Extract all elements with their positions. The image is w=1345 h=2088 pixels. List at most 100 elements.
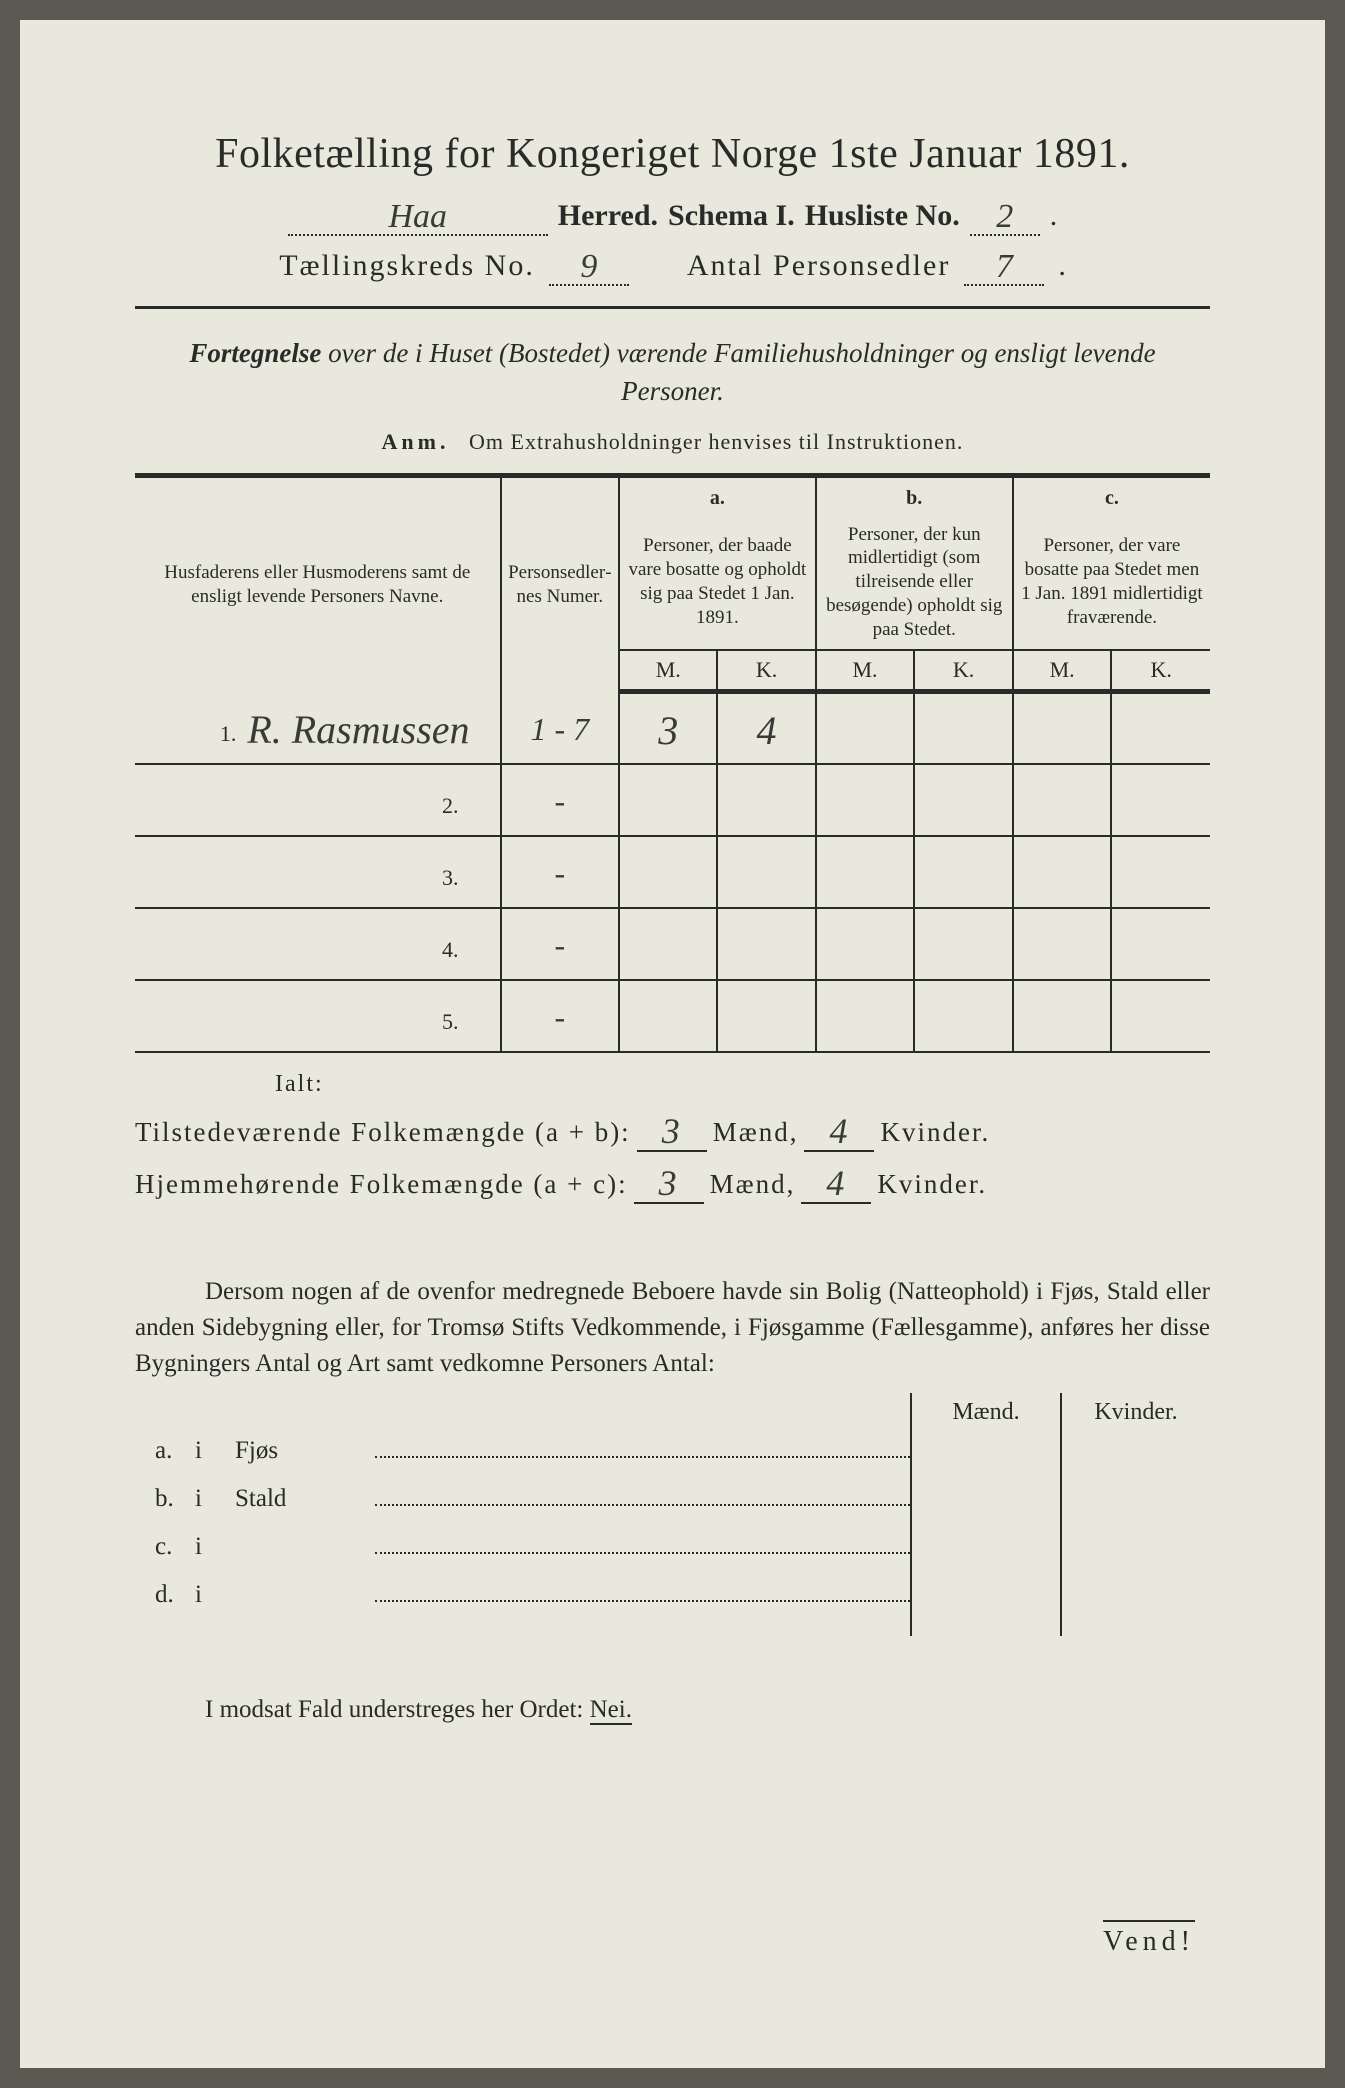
b-m: M. bbox=[816, 650, 915, 692]
col-b-text: Personer, der kun midlertidigt (som tilr… bbox=[816, 515, 1013, 651]
row-ak bbox=[717, 908, 815, 980]
item-i: i bbox=[195, 1533, 235, 1561]
row-ps: - bbox=[501, 836, 620, 908]
row-am bbox=[619, 908, 717, 980]
c-k: K. bbox=[1111, 650, 1210, 692]
husliste-label: Husliste No. bbox=[805, 199, 960, 233]
sum2-k-suffix: Kvinder. bbox=[877, 1169, 987, 1200]
item-letter: c. bbox=[135, 1533, 195, 1561]
item-name: Stald bbox=[235, 1485, 375, 1513]
a-m: M. bbox=[619, 650, 717, 692]
sum1-m-suffix: Mænd, bbox=[713, 1117, 799, 1148]
row-bk bbox=[914, 692, 1013, 764]
divider bbox=[135, 306, 1210, 309]
col-ps-header: Person­sedler­nes Numer. bbox=[501, 475, 620, 692]
item-dots bbox=[375, 1433, 910, 1458]
row-bk bbox=[914, 836, 1013, 908]
row-ak bbox=[717, 980, 815, 1052]
nei-line: I modsat Fald understreges her Ordet: Ne… bbox=[135, 1696, 1210, 1724]
row-no: 5. bbox=[135, 980, 501, 1052]
col-ps-text: Person­sedler­nes Numer. bbox=[508, 562, 611, 607]
period: . bbox=[1050, 199, 1058, 233]
row-cm bbox=[1013, 692, 1112, 764]
row-am: 3 bbox=[619, 692, 717, 764]
sum1-m: 3 bbox=[662, 1111, 682, 1151]
nei-word: Nei. bbox=[590, 1696, 632, 1725]
item-letter: b. bbox=[135, 1485, 195, 1513]
period: . bbox=[1058, 249, 1066, 283]
sum1-k-field: 4 bbox=[804, 1108, 874, 1152]
col-a-text: Personer, der baade vare bosatte og opho… bbox=[619, 515, 816, 651]
row-am bbox=[619, 836, 717, 908]
sum1-k: 4 bbox=[829, 1111, 849, 1151]
husliste-value: 2 bbox=[996, 198, 1013, 235]
row-ps: - bbox=[501, 908, 620, 980]
sum2-m-suffix: Mænd, bbox=[710, 1169, 796, 1200]
row-bm bbox=[816, 692, 915, 764]
row-bm bbox=[816, 764, 915, 836]
item-dots bbox=[375, 1577, 910, 1602]
items-list: a.iFjøsb.iStaldc.id.i bbox=[135, 1393, 910, 1625]
subtitle-rest: over de i Huset (Bostedet) værende Famil… bbox=[321, 338, 1155, 406]
a-k: K. bbox=[717, 650, 815, 692]
row-bm bbox=[816, 836, 915, 908]
sum2-m-field: 3 bbox=[634, 1160, 704, 1204]
sum-row-ab: Tilstedeværende Folkemængde (a + b): 3 M… bbox=[135, 1108, 1210, 1152]
col-name-text: Husfaderens eller Husmoderens samt de en… bbox=[164, 562, 470, 607]
table-row: 5. - bbox=[135, 980, 1210, 1052]
anm-text: Om Extrahusholdninger henvises til Instr… bbox=[469, 429, 963, 454]
row-cm bbox=[1013, 836, 1112, 908]
row-ps: - bbox=[501, 764, 620, 836]
herred-label: Herred. bbox=[558, 199, 658, 233]
bottom-section: a.iFjøsb.iStaldc.id.i Mænd. Kvinder. bbox=[135, 1393, 1210, 1636]
page-title: Folketælling for Kongeriget Norge 1ste J… bbox=[135, 130, 1210, 178]
antal-value: 7 bbox=[996, 248, 1013, 285]
row-no: 1. R. Rasmussen bbox=[135, 692, 501, 764]
item-row: d.i bbox=[135, 1577, 910, 1609]
table-row: 2. - bbox=[135, 764, 1210, 836]
row-am bbox=[619, 764, 717, 836]
sum2-label: Hjemmehørende Folkemængde (a + c): bbox=[135, 1169, 628, 1200]
item-row: b.iStald bbox=[135, 1481, 910, 1513]
anm-label: Anm. bbox=[382, 429, 450, 454]
antal-field: 7 bbox=[964, 246, 1044, 286]
item-letter: a. bbox=[135, 1437, 195, 1465]
mk-box: Mænd. Kvinder. bbox=[910, 1393, 1210, 1636]
item-row: c.i bbox=[135, 1529, 910, 1561]
sum1-label: Tilstedeværende Folkemængde (a + b): bbox=[135, 1117, 631, 1148]
herred-field: Haa bbox=[288, 196, 548, 236]
row-am bbox=[619, 980, 717, 1052]
c-m: M. bbox=[1013, 650, 1112, 692]
nei-prefix: I modsat Fald understreges her Ordet: bbox=[205, 1696, 590, 1723]
item-i: i bbox=[195, 1437, 235, 1465]
sum2-k-field: 4 bbox=[801, 1160, 871, 1204]
kreds-field: 9 bbox=[549, 246, 629, 286]
col-a-label: a. bbox=[619, 475, 816, 515]
ialt-label: Ialt: bbox=[275, 1071, 1210, 1098]
row-ak bbox=[717, 836, 815, 908]
col-c-label: c. bbox=[1013, 475, 1210, 515]
row-bk bbox=[914, 764, 1013, 836]
table-row: 1. R. Rasmussen1 - 734 bbox=[135, 692, 1210, 764]
row-ck bbox=[1111, 908, 1210, 980]
sum2-m: 3 bbox=[659, 1163, 679, 1203]
husliste-field: 2 bbox=[970, 196, 1040, 236]
row-bm bbox=[816, 980, 915, 1052]
col-b-label: b. bbox=[816, 475, 1013, 515]
antal-label: Antal Personsedler bbox=[687, 249, 950, 283]
row-bk bbox=[914, 980, 1013, 1052]
table-row: 4. - bbox=[135, 908, 1210, 980]
table-row: 3. - bbox=[135, 836, 1210, 908]
b-k: K. bbox=[914, 650, 1013, 692]
row-ck bbox=[1111, 980, 1210, 1052]
schema-label: Schema I. bbox=[668, 199, 795, 233]
vend: Vend! bbox=[1103, 1920, 1195, 1958]
herred-value: Haa bbox=[389, 198, 448, 235]
item-i: i bbox=[195, 1485, 235, 1513]
row-bm bbox=[816, 908, 915, 980]
mk-k: Kvinder. bbox=[1062, 1393, 1210, 1636]
census-form-page: Folketælling for Kongeriget Norge 1ste J… bbox=[20, 20, 1325, 2068]
row-ak bbox=[717, 764, 815, 836]
row-no: 2. bbox=[135, 764, 501, 836]
row-ak: 4 bbox=[717, 692, 815, 764]
